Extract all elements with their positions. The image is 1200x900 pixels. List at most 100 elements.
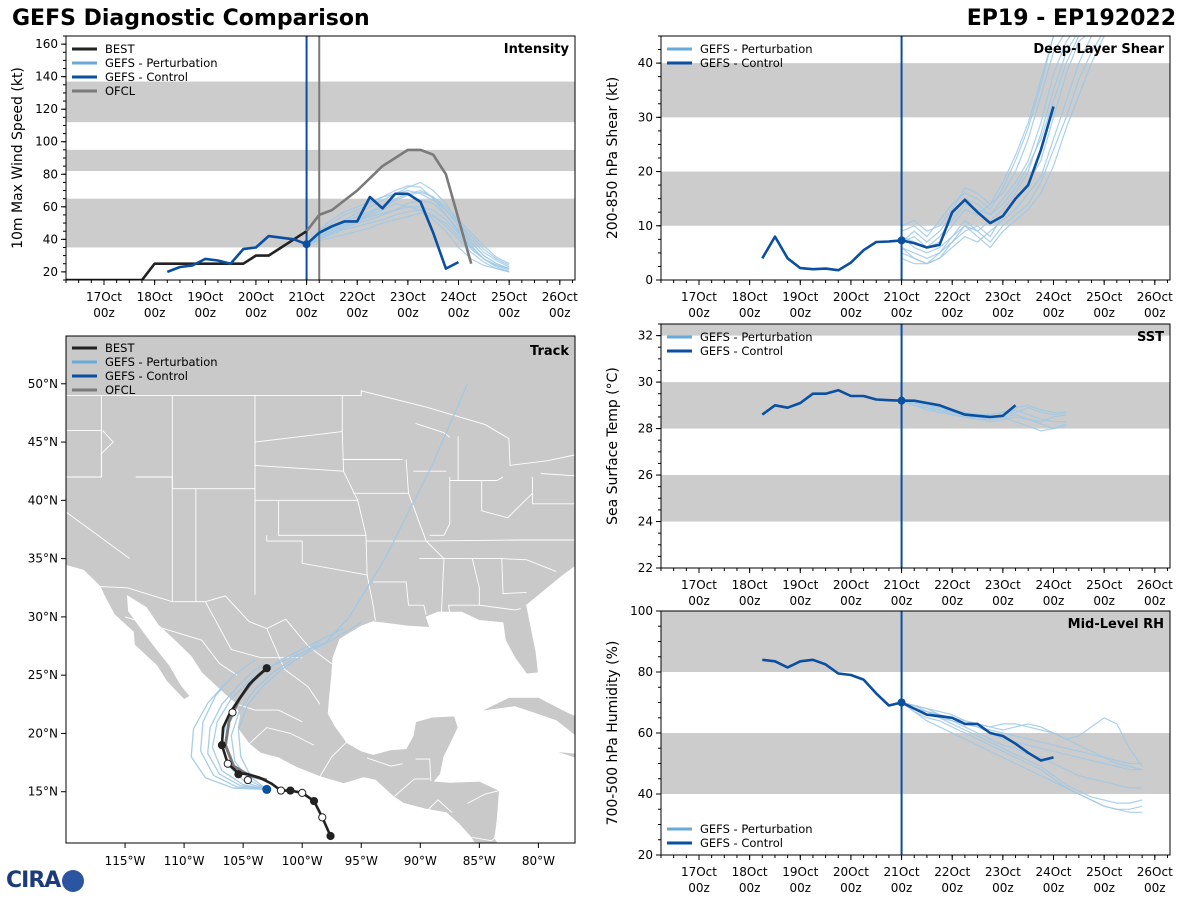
lon-tick-label: 110°W — [164, 854, 205, 868]
perturbation-member-line — [901, 400, 1067, 423]
lon-tick-label: 85°W — [463, 854, 496, 868]
state-boundary — [428, 799, 453, 814]
gefs-control-line — [761, 388, 1017, 419]
shaded-band — [661, 733, 1170, 794]
legend-label: GEFS - Perturbation — [700, 822, 813, 836]
x-tick-label-date: 22Oct — [339, 290, 375, 304]
x-tick-label-date: 17Oct — [681, 290, 717, 304]
y-tick-label: 10 — [638, 219, 653, 233]
state-boundary — [341, 395, 376, 621]
x-tick-label-hour: 00z — [688, 594, 710, 608]
x-tick-label-hour: 00z — [941, 881, 963, 895]
legend-label: GEFS - Control — [105, 369, 188, 383]
x-tick-label-hour: 00z — [397, 306, 419, 320]
perturbation-member-line — [306, 185, 510, 270]
y-axis-label: Sea Surface Temp (°C) — [605, 367, 621, 525]
y-tick-label: 140 — [35, 70, 58, 84]
y-tick-label: 100 — [630, 604, 653, 618]
lat-tick-label: 25°N — [28, 668, 58, 682]
jamaica-land — [558, 752, 575, 758]
perturbation-member-line — [901, 701, 1143, 771]
y-tick-label: 24 — [638, 515, 653, 529]
plot-area — [661, 36, 1170, 280]
y-tick-label: 100 — [35, 135, 58, 149]
state-boundary — [419, 558, 480, 614]
lon-tick-label: 100°W — [282, 854, 323, 868]
x-tick-label-hour: 00z — [93, 306, 115, 320]
perturbation-member-line — [306, 189, 510, 266]
x-tick-label-date: 18Oct — [732, 865, 768, 879]
x-tick-label-date: 25Oct — [1086, 865, 1122, 879]
y-tick-label: 20 — [43, 265, 58, 279]
x-tick-label-hour: 00z — [992, 594, 1014, 608]
perturbation-member-line — [901, 400, 1067, 416]
state-boundary — [100, 430, 114, 477]
x-tick-label-hour: 00z — [891, 594, 913, 608]
state-boundary — [415, 758, 432, 782]
shaded-band — [66, 149, 575, 172]
state-boundary — [540, 473, 575, 477]
x-tick-label-hour: 00z — [941, 594, 963, 608]
x-tick-label-hour: 00z — [739, 881, 761, 895]
x-tick-label-hour: 00z — [891, 306, 913, 320]
state-boundary — [66, 395, 131, 559]
y-tick-label: 30 — [638, 110, 653, 124]
y-axis-label: 10m Max Wind Speed (kt) — [10, 67, 26, 249]
axes-frame — [660, 323, 1171, 569]
state-boundary — [248, 727, 315, 746]
perturbation-member-line — [306, 212, 510, 271]
gefs-control-line — [762, 658, 1054, 762]
perturbation-member-line — [901, 36, 1105, 265]
state-boundary — [254, 464, 344, 472]
perturbation-member-line — [901, 36, 1072, 243]
y-tick-label: 30 — [638, 375, 653, 389]
control-init-point — [897, 698, 906, 707]
y-tick-label: 22 — [638, 561, 653, 575]
x-tick-label-date: 22Oct — [934, 865, 970, 879]
y-tick-label: 80 — [43, 167, 58, 181]
x-tick-label-date: 24Oct — [440, 290, 476, 304]
panel-title: SST — [1137, 330, 1164, 345]
x-tick-label-hour: 00z — [1043, 881, 1065, 895]
rh-panel: 20 40 60 80 100 17Oct 00z 18Oct 00z 19Oct 00z 20Oct… — [605, 604, 1173, 895]
x-tick-label-date: 22Oct — [934, 578, 970, 592]
x-tick-label-hour: 00z — [1093, 306, 1115, 320]
best-track-point — [286, 786, 295, 795]
best-line — [66, 230, 308, 280]
x-tick-label-hour: 00z — [992, 881, 1014, 895]
legend-label: GEFS - Control — [105, 70, 188, 84]
x-tick-label-hour: 00z — [789, 594, 811, 608]
x-tick-label-hour: 00z — [688, 306, 710, 320]
state-boundary — [205, 601, 303, 659]
ofcl-line — [305, 148, 473, 265]
x-tick-label-date: 26Oct — [542, 290, 578, 304]
x-tick-label-hour: 00z — [739, 306, 761, 320]
y-axis-label: 700-500 hPa Humidity (%) — [605, 641, 621, 826]
x-tick-label-date: 23Oct — [985, 290, 1021, 304]
x-tick-label-date: 20Oct — [833, 290, 869, 304]
y-tick-label: 60 — [638, 726, 653, 740]
panel-title: Track — [530, 344, 569, 359]
x-tick-label-hour: 00z — [941, 306, 963, 320]
x-tick-label-date: 19Oct — [782, 578, 818, 592]
x-tick-label-date: 26Oct — [1137, 865, 1173, 879]
state-boundary — [237, 703, 303, 723]
perturbation-member-line — [901, 36, 1055, 232]
perturbation-track — [199, 659, 267, 791]
state-boundary — [618, 442, 650, 469]
x-tick-label-hour: 00z — [688, 881, 710, 895]
x-tick-label-date: 25Oct — [1086, 290, 1122, 304]
state-boundary — [467, 790, 500, 804]
logo-badge-icon — [62, 870, 85, 892]
x-tick-label-hour: 00z — [789, 306, 811, 320]
y-tick-label: 20 — [638, 848, 653, 862]
legend-label: OFCL — [105, 383, 136, 397]
x-tick-label-hour: 00z — [891, 881, 913, 895]
x-tick-label-hour: 00z — [789, 881, 811, 895]
lat-tick-label: 40°N — [28, 493, 58, 507]
cuba-land — [480, 696, 575, 736]
shaded-band — [661, 611, 1170, 672]
perturbation-member-line — [901, 36, 1064, 249]
best-track-point — [234, 770, 243, 779]
